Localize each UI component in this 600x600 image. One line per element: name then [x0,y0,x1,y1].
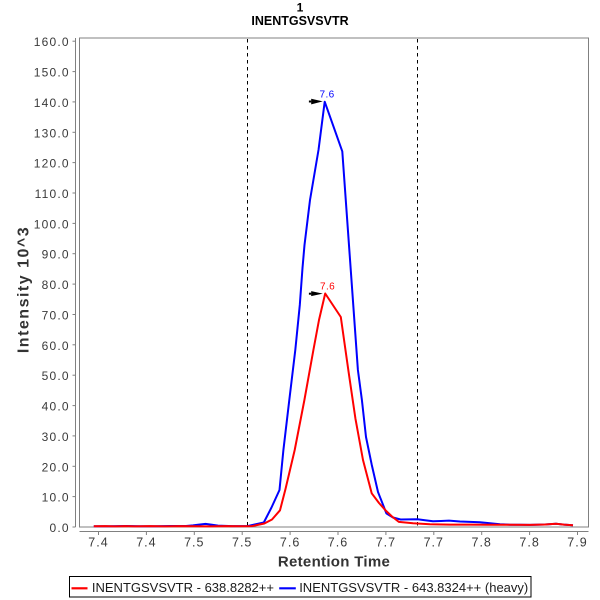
svg-text:7.9: 7.9 [567,536,587,550]
svg-text:7.4: 7.4 [136,536,156,550]
svg-text:Intensity 10^3: Intensity 10^3 [16,226,33,353]
svg-text:50.0: 50.0 [42,369,70,383]
svg-text:80.0: 80.0 [42,278,70,292]
svg-text:160.0: 160.0 [34,35,70,49]
svg-text:7.6: 7.6 [320,282,335,293]
svg-text:7.6: 7.6 [328,536,348,550]
svg-text:7.4: 7.4 [88,536,108,550]
svg-text:100.0: 100.0 [34,217,70,231]
svg-text:7.6: 7.6 [320,90,335,101]
svg-text:7.5: 7.5 [232,536,252,550]
svg-text:7.8: 7.8 [519,536,539,550]
svg-text:10.0: 10.0 [42,491,70,505]
svg-text:60.0: 60.0 [42,339,70,353]
svg-text:7.7: 7.7 [424,536,444,550]
svg-text:140.0: 140.0 [34,96,70,110]
svg-text:30.0: 30.0 [42,430,70,444]
svg-text:110.0: 110.0 [35,187,70,201]
svg-text:1: 1 [297,1,304,15]
svg-text:7.8: 7.8 [472,536,492,550]
svg-text:7.6: 7.6 [280,536,300,550]
svg-text:40.0: 40.0 [42,400,70,414]
svg-text:150.0: 150.0 [34,66,70,80]
svg-text:90.0: 90.0 [42,248,70,262]
svg-text:7.7: 7.7 [376,536,396,550]
svg-text:70.0: 70.0 [42,309,70,323]
svg-text:INENTGSVSVTR - 643.8324++ (hea: INENTGSVSVTR - 643.8324++ (heavy) [299,580,528,595]
svg-text:INENTGSVSVTR: INENTGSVSVTR [251,14,348,28]
svg-text:INENTGSVSVTR - 638.8282++: INENTGSVSVTR - 638.8282++ [92,580,274,595]
svg-text:Retention Time: Retention Time [278,554,390,571]
svg-text:130.0: 130.0 [34,126,70,140]
svg-text:0.0: 0.0 [50,521,70,535]
svg-text:120.0: 120.0 [34,157,70,171]
svg-text:7.5: 7.5 [184,536,204,550]
svg-text:20.0: 20.0 [42,460,70,474]
